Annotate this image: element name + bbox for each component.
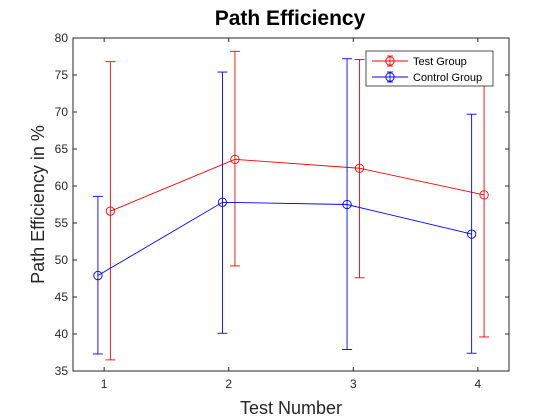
x-tick-label: 2 (225, 377, 232, 391)
y-tick-label: 40 (55, 327, 69, 341)
y-tick-label: 75 (55, 68, 69, 82)
x-tick-label: 4 (475, 377, 482, 391)
y-tick-label: 80 (55, 31, 69, 45)
legend-label: Control Group (413, 72, 482, 84)
y-tick-label: 65 (55, 142, 69, 156)
y-tick-label: 50 (55, 253, 69, 267)
x-axis-title: Test Number (240, 398, 342, 418)
x-tick-label: 3 (350, 377, 357, 391)
legend-label: Test Group (413, 56, 467, 68)
y-tick-label: 45 (55, 290, 69, 304)
y-tick-label: 70 (55, 105, 69, 119)
y-axis-title: Path Efficiency in % (28, 125, 48, 284)
y-tick-label: 55 (55, 216, 69, 230)
y-tick-label: 35 (55, 364, 69, 378)
y-tick-label: 60 (55, 179, 69, 193)
chart-title: Path Efficiency (215, 7, 366, 30)
x-tick-label: 1 (101, 377, 108, 391)
legend: Test Group Control Group (366, 51, 493, 86)
plot-area (73, 38, 509, 371)
